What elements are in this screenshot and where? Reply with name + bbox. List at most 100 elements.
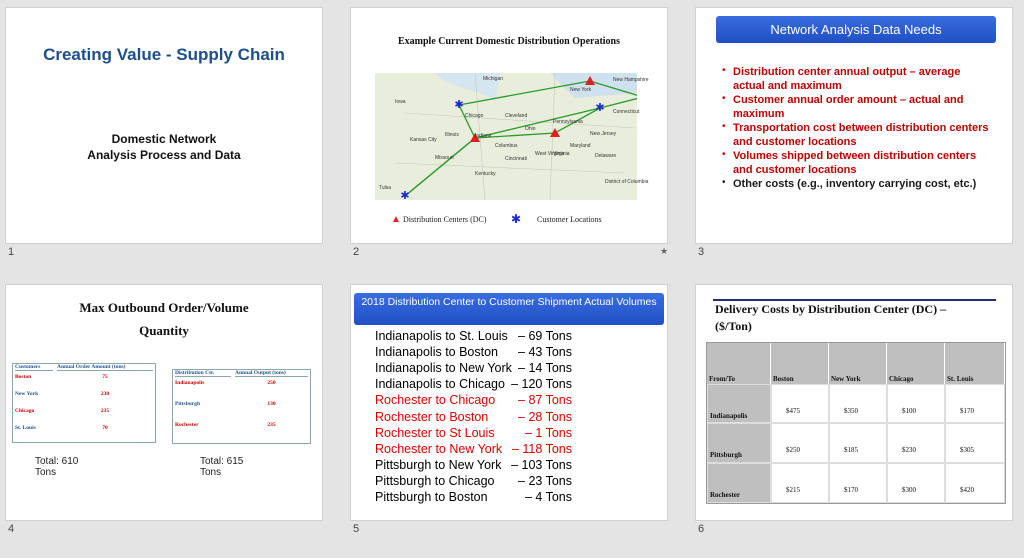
legend-label: Distribution Centers (DC) xyxy=(403,215,487,224)
bullet-text: Distribution center annual output – aver… xyxy=(733,66,961,92)
legend-label: Customer Locations xyxy=(537,215,602,224)
map-label: Illinois xyxy=(445,132,459,138)
slide-thumbnail[interactable]: Creating Value - Supply Chain Domestic Ne… xyxy=(6,8,322,243)
bullet-text: Other costs (e.g., inventory carrying co… xyxy=(733,178,977,190)
slide-thumbnail[interactable]: 2018 Distribution Center to Customer Shi… xyxy=(351,285,667,520)
table-cell: $170 xyxy=(829,463,887,503)
slide-title: Delivery Costs by Distribution Center (D… xyxy=(715,302,947,316)
slide-number: 5 xyxy=(353,523,360,535)
map-label: Indiana xyxy=(475,133,492,139)
table-header: St. Louis xyxy=(945,343,1005,384)
slide-thumbnail[interactable]: Network Analysis Data Needs • Distribution… xyxy=(696,8,1012,243)
map-label: New Hampshire xyxy=(613,77,649,83)
map-label: Tulsa xyxy=(379,185,392,191)
bullet-text: Transportation cost between distribution… xyxy=(733,122,989,148)
slide-thumbnail[interactable]: Max Outbound Order/Volume Quantity Custome… xyxy=(6,285,322,520)
total-text: Total: 610 xyxy=(35,456,79,467)
map-label: Cleveland xyxy=(505,113,528,119)
shipment-amount: – 87 Tons xyxy=(518,393,572,408)
shipment-route: Pittsburgh to Boston xyxy=(375,490,488,504)
title-rule xyxy=(713,299,996,301)
map-label: Kentucky xyxy=(475,171,496,177)
table-cell: $215 xyxy=(771,463,829,503)
table-cell: $250 xyxy=(771,423,829,463)
map-label: Connecticut xyxy=(613,109,640,115)
subtitle: Analysis Process and Data xyxy=(87,148,241,162)
table-header: From/To xyxy=(707,343,771,384)
table-cell: New York xyxy=(15,391,39,397)
bullet-text: Volumes shipped between distribution cen… xyxy=(733,150,977,176)
shipment-route: Indianapolis to New York xyxy=(375,361,512,376)
map-label: Michigan xyxy=(483,76,504,82)
table-cell: 250 xyxy=(267,380,276,386)
shipment-route: Rochester to Chicago xyxy=(375,393,496,408)
table-cell: Boston xyxy=(15,374,32,380)
map-label: New Jersey xyxy=(590,131,617,137)
shipment-amount: – 69 Tons xyxy=(518,329,572,343)
total-text: Tons xyxy=(35,467,57,478)
table: Customers Annual Order Amount (tons) Bosto… xyxy=(12,363,156,443)
map-label: Virginia xyxy=(553,151,570,157)
shipment-amount: – 118 Tons xyxy=(511,441,572,456)
shipment-amount: – 120 Tons xyxy=(511,377,572,392)
slide-title: ($/Ton) xyxy=(715,319,752,333)
svg-text:✱: ✱ xyxy=(595,102,604,114)
map-label: Delaware xyxy=(595,153,617,159)
title-banner: Network Analysis Data Needs xyxy=(716,16,996,43)
map-label: Chicago xyxy=(465,113,484,119)
table-header: New York xyxy=(829,343,887,384)
shipment-route: Rochester to New York xyxy=(375,441,503,456)
table-cell: Rochester xyxy=(175,422,199,428)
row-header: Pittsburgh xyxy=(707,423,771,463)
shipment-route: Pittsburgh to Chicago xyxy=(375,473,495,488)
table-header: Customers xyxy=(15,364,53,371)
table-cell: $230 xyxy=(887,423,945,463)
table-cell: Chicago xyxy=(15,408,35,414)
shipment-route: Rochester to Boston xyxy=(375,409,489,424)
table: Distribution Ctr. Annual Output (tons) Ind… xyxy=(172,369,311,444)
slide-number: 1 xyxy=(8,246,15,258)
slide-thumbnail[interactable]: Delivery Costs by Distribution Center (D… xyxy=(696,285,1012,520)
bullet-dot: • xyxy=(722,121,726,132)
legend-icon: ▲ xyxy=(391,214,401,225)
table-cell: $185 xyxy=(829,423,887,463)
shipment-route: Rochester to St Louis xyxy=(375,425,495,440)
map-label: West Virginia xyxy=(535,151,565,157)
slide-number: 4 xyxy=(8,523,15,535)
map-label: Iowa xyxy=(395,99,406,105)
table-cell: Indianapolis xyxy=(175,380,205,386)
shipment-route: Indianapolis to Chicago xyxy=(375,377,505,392)
shipment-amount: – 103 Tons xyxy=(511,457,572,472)
map: ✱✱ ✱✱ xyxy=(375,73,637,200)
bullet-dot: • xyxy=(722,93,726,104)
shipment-route: Indianapolis to Boston xyxy=(375,345,499,360)
shipment-amount: – 14 Tons xyxy=(518,361,572,376)
map-label: Ohio xyxy=(525,126,536,132)
slide-title: Max Outbound Order/Volume xyxy=(79,300,249,315)
table-cell: 235 xyxy=(267,422,276,428)
shipment-amount: – 23 Tons xyxy=(518,473,572,488)
row-header: Indianapolis xyxy=(707,384,771,423)
legend-icon: ✱ xyxy=(511,212,522,226)
table-header: Annual Output (tons) xyxy=(235,370,308,377)
shipment-route: Indianapolis to St. Louis xyxy=(375,329,508,343)
map-label: Columbus xyxy=(495,143,518,149)
map-label: District of Columbia xyxy=(605,179,649,185)
table-cell: 130 xyxy=(267,401,276,407)
slide-thumbnail[interactable]: Example Current Domestic Distribution Op… xyxy=(351,8,667,243)
table-cell: 235 xyxy=(100,408,110,414)
table-header: Boston xyxy=(771,343,829,384)
slide-title: Example Current Domestic Distribution Op… xyxy=(397,36,621,47)
slide-number: 6 xyxy=(698,523,705,535)
title-banner: 2018 Distribution Center to Customer Shi… xyxy=(354,293,664,325)
table-header: Annual Order Amount (tons) xyxy=(57,364,153,371)
shipment-amount: – 1 Tons xyxy=(524,425,572,440)
table: From/To Boston New York Chicago St. Louis Ind… xyxy=(706,342,1006,504)
table-cell: $305 xyxy=(945,423,1005,463)
shipment-amount: – 43 Tons xyxy=(518,345,572,360)
table-header: Distribution Ctr. xyxy=(175,370,231,377)
bullet-dot: • xyxy=(722,149,726,160)
shipment-amount: – 4 Tons xyxy=(524,490,572,504)
bullet-dot: • xyxy=(722,177,726,188)
